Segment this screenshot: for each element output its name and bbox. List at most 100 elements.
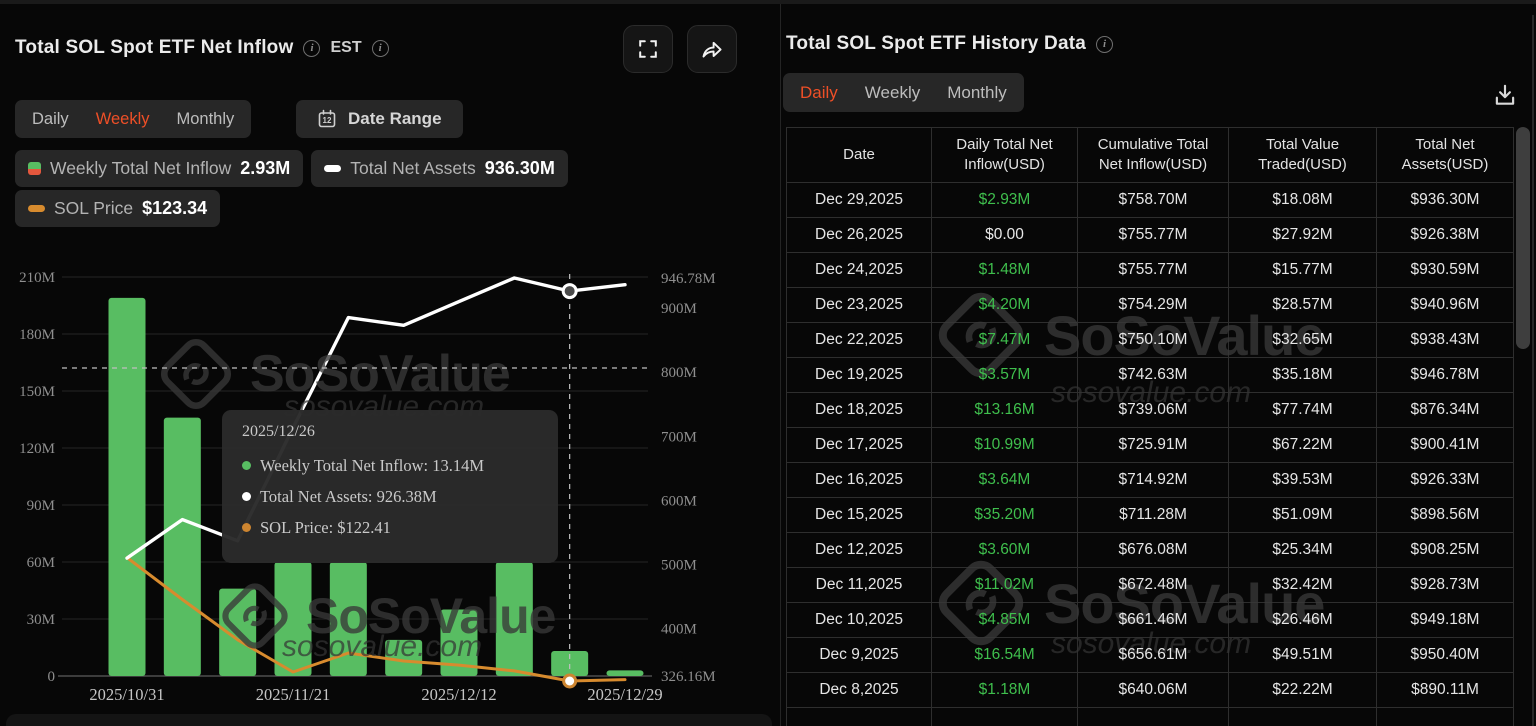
- value-cell: $32.65M: [1228, 322, 1377, 358]
- value-cell: $28.57M: [1228, 287, 1377, 323]
- chart-tooltip: 2025/12/26 Weekly Total Net Inflow: 13.1…: [222, 410, 558, 563]
- history-table: Date Daily Total Net Inflow(USD) Cumulativ…: [786, 127, 1514, 726]
- value-cell: $928.73M: [1376, 567, 1514, 603]
- tooltip-text: SOL Price: $122.41: [260, 518, 391, 537]
- date-cell: Dec 17,2025: [786, 427, 932, 463]
- value-cell: $926.33M: [1376, 462, 1514, 498]
- value-cell: $725.91M: [1077, 427, 1229, 463]
- bar-weekly-inflow[interactable]: [495, 562, 533, 676]
- tab-weekly[interactable]: Weekly: [95, 109, 150, 128]
- value-cell: $758.70M: [1077, 182, 1229, 218]
- table-scrollbar-thumb[interactable]: [1516, 127, 1530, 349]
- value-cell: $739.06M: [1077, 392, 1229, 428]
- table-row: Dec 9,2025 $16.54M $656.61M $49.51M $950.40M: [786, 637, 1514, 673]
- value-cell: $4.85M: [931, 602, 1078, 638]
- value-cell: $16.54M: [931, 637, 1078, 673]
- legend-sol-price[interactable]: SOL Price $123.34: [15, 190, 221, 227]
- bar-weekly-inflow[interactable]: [108, 297, 146, 676]
- value-cell: $35.20M: [931, 497, 1078, 533]
- download-icon: [1495, 84, 1515, 105]
- x-axis-tick: 2025/12/12: [421, 685, 496, 704]
- table-scrollbar-track[interactable]: [1532, 15, 1534, 726]
- bar-weekly-inflow[interactable]: [219, 588, 257, 676]
- value-cell: $7.47M: [931, 322, 1078, 358]
- value-cell: $3.57M: [931, 357, 1078, 393]
- date-cell: Dec 16,2025: [786, 462, 932, 498]
- download-button[interactable]: [1488, 78, 1522, 112]
- legend-weekly-net-inflow[interactable]: Weekly Total Net Inflow 2.93M: [15, 150, 304, 187]
- value-cell: $908.25M: [1376, 532, 1514, 568]
- table-row: [786, 707, 1514, 726]
- value-cell: $3.60M: [931, 532, 1078, 568]
- value-cell: [1376, 707, 1514, 726]
- table-row: Dec 18,2025 $13.16M $739.06M $77.74M $876.34…: [786, 392, 1514, 428]
- value-cell: $1.18M: [931, 672, 1078, 708]
- tooltip-row: Total Net Assets: 926.38M: [242, 481, 538, 512]
- bar-weekly-inflow[interactable]: [551, 651, 589, 676]
- value-cell: $755.77M: [1077, 217, 1229, 253]
- tab-daily[interactable]: Daily: [800, 82, 838, 102]
- date-cell: Dec 29,2025: [786, 182, 932, 218]
- legend-value: 2.93M: [240, 158, 291, 178]
- top-strip: [0, 0, 1536, 4]
- right-panel-title: Total SOL Spot ETF History Data: [786, 33, 1087, 54]
- table-row: Dec 24,2025 $1.48M $755.77M $15.77M $930.59M: [786, 252, 1514, 288]
- value-cell: $714.92M: [1077, 462, 1229, 498]
- fullscreen-button[interactable]: [623, 25, 673, 73]
- value-cell: $755.77M: [1077, 252, 1229, 288]
- info-icon[interactable]: i: [1096, 35, 1114, 53]
- left-axis-tick: 60M: [27, 555, 55, 571]
- table-row: Dec 10,2025 $4.85M $661.46M $26.46M $949.18M: [786, 602, 1514, 638]
- green-red-square-icon: [28, 162, 41, 175]
- bar-weekly-inflow[interactable]: [163, 417, 201, 676]
- share-button[interactable]: [687, 25, 737, 73]
- value-cell: [1077, 707, 1229, 726]
- bar-weekly-inflow[interactable]: [606, 670, 644, 676]
- value-cell: $672.48M: [1077, 567, 1229, 603]
- value-cell: $13.16M: [931, 392, 1078, 428]
- date-cell: Dec 11,2025: [786, 567, 932, 603]
- table-row: Dec 29,2025 $2.93M $758.70M $18.08M $936.30M: [786, 182, 1514, 218]
- left-axis-tick: 90M: [27, 498, 55, 514]
- tab-daily[interactable]: Daily: [32, 109, 69, 128]
- table-row: Dec 17,2025 $10.99M $725.91M $67.22M $900.41…: [786, 427, 1514, 463]
- date-cell: Dec 23,2025: [786, 287, 932, 323]
- value-cell: $661.46M: [1077, 602, 1229, 638]
- tab-monthly[interactable]: Monthly: [947, 82, 1007, 102]
- value-cell: $10.99M: [931, 427, 1078, 463]
- value-cell: $950.40M: [1376, 637, 1514, 673]
- tooltip-rows: Weekly Total Net Inflow: 13.14M Total Net…: [242, 450, 538, 543]
- tab-monthly[interactable]: Monthly: [176, 109, 235, 128]
- tab-weekly[interactable]: Weekly: [864, 82, 921, 102]
- bar-weekly-inflow[interactable]: [274, 562, 312, 676]
- bar-weekly-inflow[interactable]: [329, 562, 367, 676]
- left-axis-tick: 210M: [19, 270, 55, 286]
- left-axis-tick: 30M: [27, 612, 55, 628]
- column-header: Total Net Assets(USD): [1376, 127, 1514, 183]
- x-axis-tick: 2025/12/29: [587, 685, 662, 704]
- date-cell: Dec 15,2025: [786, 497, 932, 533]
- x-axis-tick: 2025/10/31: [89, 685, 164, 704]
- legend-total-net-assets[interactable]: Total Net Assets 936.30M: [311, 150, 568, 187]
- bar-weekly-inflow[interactable]: [385, 639, 423, 676]
- value-cell: $22.22M: [1228, 672, 1377, 708]
- table-row: Dec 15,2025 $35.20M $711.28M $51.09M $898.56…: [786, 497, 1514, 533]
- value-cell: $676.08M: [1077, 532, 1229, 568]
- value-cell: [931, 707, 1078, 726]
- info-icon[interactable]: i: [371, 39, 389, 57]
- table-row: Dec 16,2025 $3.64M $714.92M $39.53M $926.33M: [786, 462, 1514, 498]
- value-cell: $938.43M: [1376, 322, 1514, 358]
- column-header: Total Value Traded(USD): [1228, 127, 1377, 183]
- table-row: Dec 22,2025 $7.47M $750.10M $32.65M $938.43M: [786, 322, 1514, 358]
- value-cell: $32.42M: [1228, 567, 1377, 603]
- right-axis-tick: 946.78M: [661, 271, 716, 287]
- right-axis-tick: 900M: [661, 301, 697, 317]
- info-icon[interactable]: i: [303, 39, 321, 57]
- value-cell: $876.34M: [1376, 392, 1514, 428]
- date-cell: Dec 19,2025: [786, 357, 932, 393]
- value-cell: [786, 707, 932, 726]
- bar-weekly-inflow[interactable]: [440, 609, 478, 677]
- value-cell: $936.30M: [1376, 182, 1514, 218]
- date-range-button[interactable]: 12 Date Range: [296, 100, 463, 138]
